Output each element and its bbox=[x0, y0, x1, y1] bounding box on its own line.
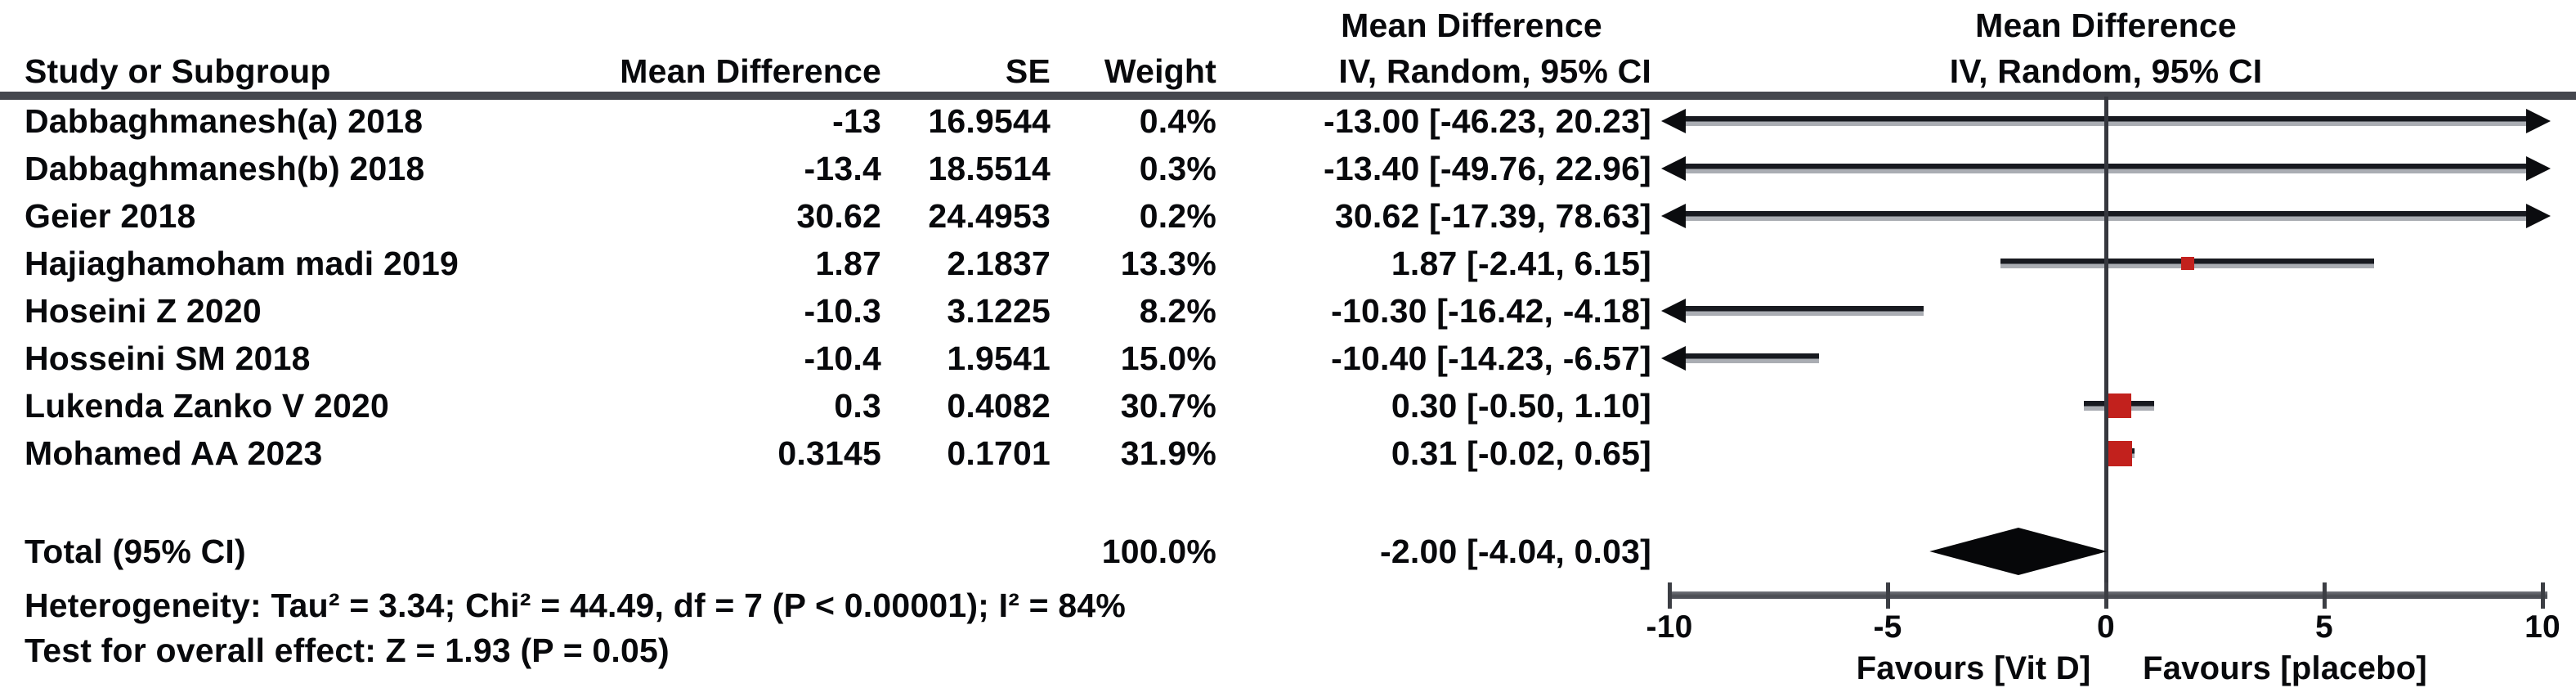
se-value: 18.5514 bbox=[928, 150, 1051, 187]
total-label: Total (95% CI) bbox=[25, 533, 246, 570]
header-rule bbox=[0, 92, 2576, 100]
column-header-ci-line1: Mean Difference bbox=[1341, 7, 1602, 44]
md-value: -13.4 bbox=[804, 150, 881, 187]
study-name: Hajiaghamoham madi 2019 bbox=[25, 245, 459, 282]
column-header-md: Mean Difference bbox=[620, 52, 881, 90]
ci-line bbox=[1681, 306, 1924, 316]
ci-arrow-right-icon bbox=[2526, 109, 2551, 133]
ci-line bbox=[1681, 353, 1820, 363]
axis-tick bbox=[1886, 582, 1890, 609]
column-header-ci-line2: IV, Random, 95% CI bbox=[1338, 52, 1651, 90]
axis-tick-label: -10 bbox=[1646, 609, 1693, 645]
column-header-weight: Weight bbox=[1104, 52, 1216, 90]
se-value: 0.1701 bbox=[947, 434, 1051, 472]
axis-tick-label: -5 bbox=[1873, 609, 1902, 645]
se-value: 24.4953 bbox=[928, 197, 1051, 235]
summary-diamond bbox=[1929, 528, 2108, 575]
se-value: 3.1225 bbox=[947, 292, 1051, 330]
effect-square-marker bbox=[2107, 393, 2132, 418]
column-header-se: SE bbox=[1005, 52, 1051, 90]
se-value: 16.9544 bbox=[928, 102, 1051, 140]
weight-value: 0.4% bbox=[1139, 102, 1216, 140]
total-weight: 100.0% bbox=[1101, 533, 1216, 570]
md-value: -10.3 bbox=[804, 292, 881, 330]
total-ci: -2.00 [-4.04, 0.03] bbox=[1380, 533, 1651, 570]
ci-value: -13.40 [-49.76, 22.96] bbox=[1324, 150, 1651, 187]
axis-tick-label: 10 bbox=[2524, 609, 2560, 645]
study-name: Hosseini SM 2018 bbox=[25, 340, 311, 377]
ci-value: -13.00 [-46.23, 20.23] bbox=[1324, 102, 1651, 140]
favours-right-label: Favours [placebo] bbox=[2143, 650, 2427, 686]
ci-value: -10.40 [-14.23, -6.57] bbox=[1331, 340, 1651, 377]
weight-value: 0.2% bbox=[1139, 197, 1216, 235]
ci-value: 0.30 [-0.50, 1.10] bbox=[1391, 387, 1651, 425]
md-value: -10.4 bbox=[804, 340, 881, 377]
md-value: 0.3 bbox=[834, 387, 881, 425]
axis-tick bbox=[2104, 582, 2108, 609]
se-value: 0.4082 bbox=[947, 387, 1051, 425]
study-name: Hoseini Z 2020 bbox=[25, 292, 262, 330]
favours-left-label: Favours [Vit D] bbox=[1856, 650, 2091, 686]
weight-value: 30.7% bbox=[1120, 387, 1216, 425]
ci-arrow-left-icon bbox=[1661, 109, 1686, 133]
ci-arrow-left-icon bbox=[1661, 204, 1686, 228]
ci-arrow-right-icon bbox=[2526, 156, 2551, 181]
weight-value: 31.9% bbox=[1120, 434, 1216, 472]
se-value: 2.1837 bbox=[947, 245, 1051, 282]
weight-value: 15.0% bbox=[1120, 340, 1216, 377]
column-header-study: Study or Subgroup bbox=[25, 52, 331, 90]
ci-arrow-right-icon bbox=[2526, 204, 2551, 228]
md-value: 30.62 bbox=[796, 197, 881, 235]
weight-value: 0.3% bbox=[1139, 150, 1216, 187]
effect-square-marker bbox=[2107, 440, 2133, 466]
study-name: Dabbaghmanesh(b) 2018 bbox=[25, 150, 425, 187]
plot-header-line1: Mean Difference bbox=[1975, 7, 2237, 44]
heterogeneity-text: Heterogeneity: Tau² = 3.34; Chi² = 44.49… bbox=[25, 587, 1127, 624]
weight-value: 13.3% bbox=[1120, 245, 1216, 282]
ci-arrow-left-icon bbox=[1661, 346, 1686, 371]
study-name: Dabbaghmanesh(a) 2018 bbox=[25, 102, 423, 140]
md-value: -13 bbox=[832, 102, 881, 140]
zero-line bbox=[2104, 97, 2108, 603]
ci-value: 0.31 [-0.02, 0.65] bbox=[1391, 434, 1651, 472]
effect-square-marker bbox=[2180, 257, 2194, 270]
study-name: Mohamed AA 2023 bbox=[25, 434, 323, 472]
axis-tick bbox=[2541, 582, 2545, 609]
ci-value: 30.62 [-17.39, 78.63] bbox=[1334, 197, 1651, 235]
study-name: Lukenda Zanko V 2020 bbox=[25, 387, 390, 425]
axis-tick bbox=[1668, 582, 1672, 609]
plot-header-line2: IV, Random, 95% CI bbox=[1949, 52, 2263, 90]
axis-tick bbox=[2323, 582, 2327, 609]
se-value: 1.9541 bbox=[947, 340, 1051, 377]
axis-tick-label: 0 bbox=[2097, 609, 2115, 645]
md-value: 1.87 bbox=[815, 245, 881, 282]
ci-arrow-left-icon bbox=[1661, 156, 1686, 181]
ci-value: 1.87 [-2.41, 6.15] bbox=[1391, 245, 1651, 282]
weight-value: 8.2% bbox=[1139, 292, 1216, 330]
study-name: Geier 2018 bbox=[25, 197, 196, 235]
axis-tick-label: 5 bbox=[2315, 609, 2333, 645]
md-value: 0.3145 bbox=[777, 434, 881, 472]
overall-effect-text: Test for overall effect: Z = 1.93 (P = 0… bbox=[25, 632, 670, 669]
ci-value: -10.30 [-16.42, -4.18] bbox=[1331, 292, 1651, 330]
ci-arrow-left-icon bbox=[1661, 299, 1686, 323]
